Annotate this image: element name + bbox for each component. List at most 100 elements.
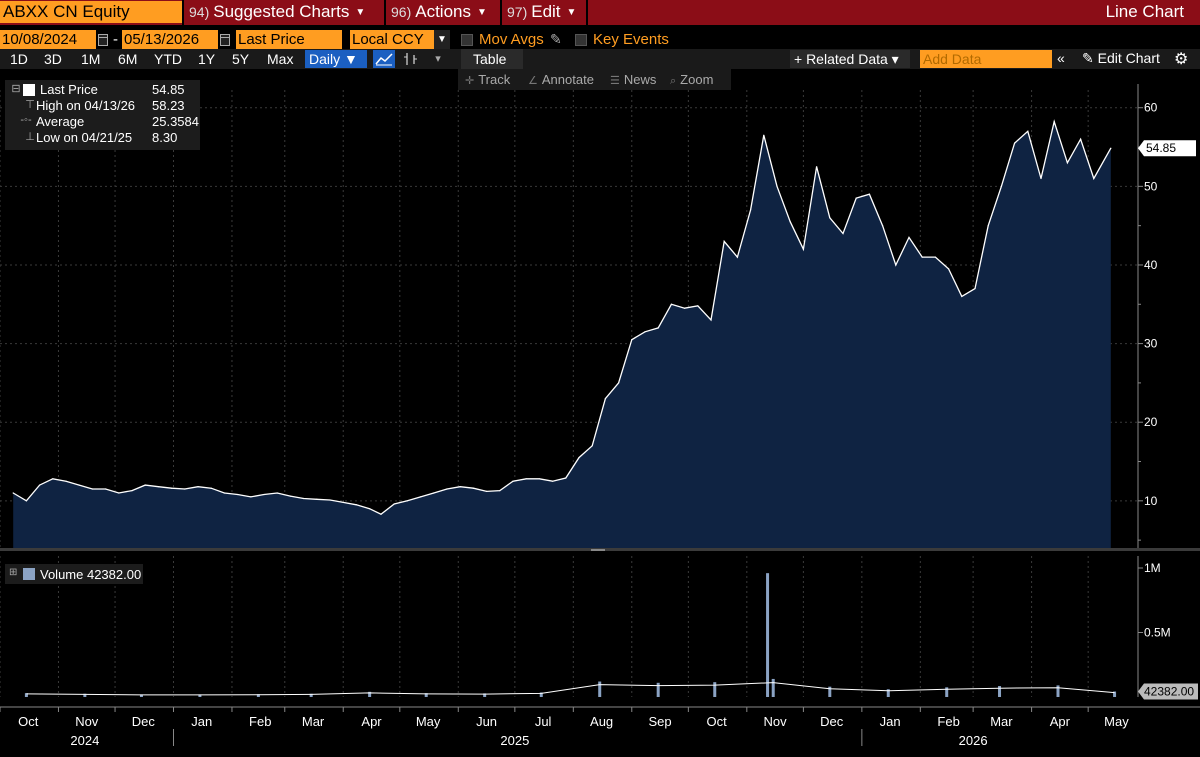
price-point (316, 498, 318, 500)
price-point (197, 486, 199, 488)
date-separator: - (113, 31, 118, 48)
ohlc-bars-icon[interactable] (400, 50, 422, 68)
price-point (210, 487, 212, 489)
menu-number: 94) (189, 4, 210, 20)
price-point (565, 477, 567, 479)
key-events-checkbox[interactable] (575, 34, 587, 46)
edit-menu[interactable]: 97) Edit ▼ (507, 1, 576, 23)
volume-legend[interactable]: ⊞ Volume 42382.00 (5, 564, 143, 584)
calendar-icon[interactable] (220, 34, 230, 46)
price-point (105, 488, 107, 490)
price-point (1110, 147, 1112, 149)
x-tick-label: Jan (880, 714, 901, 729)
edit-chart-button[interactable]: ✎ Edit Chart (1082, 50, 1160, 66)
y-tick-label: 30 (1144, 337, 1158, 351)
price-point (525, 478, 527, 480)
price-point (736, 256, 738, 258)
legend-label: High on 04/13/26 (36, 98, 136, 113)
expand-icon[interactable]: ⊞ (9, 567, 18, 578)
low-marker-icon: ⊥ (25, 131, 35, 143)
price-point (157, 486, 160, 488)
price-point (604, 398, 606, 400)
range-1m-button[interactable]: 1M (81, 51, 101, 67)
volume-bar (766, 573, 770, 697)
menu-label: Edit (531, 2, 561, 21)
price-point (868, 193, 871, 195)
annotate-tool[interactable]: ∠ Annotate (528, 72, 594, 87)
price-point (617, 382, 620, 384)
currency-select[interactable]: Local CCY (350, 30, 434, 50)
series-swatch (23, 568, 35, 580)
line-chart-icon[interactable] (373, 50, 395, 68)
price-point (763, 134, 765, 136)
year-label: 2026 (959, 733, 988, 748)
expand-icon[interactable]: ⊟ (11, 83, 21, 95)
volume-tick-label: 0.5M (1144, 626, 1171, 640)
price-point (52, 478, 54, 480)
x-tick-label: Nov (764, 714, 788, 729)
price-point (631, 339, 633, 341)
volume-bar (945, 687, 949, 697)
security-input[interactable]: ABXX CN Equity (0, 1, 182, 23)
news-tool[interactable]: ☰ News (610, 72, 656, 87)
volume-bar (139, 694, 143, 697)
frequency-select[interactable]: Daily ▼ (305, 50, 367, 68)
add-data-input[interactable]: Add Data (920, 50, 1052, 68)
price-point (39, 484, 41, 486)
table-button[interactable]: Table (461, 49, 523, 69)
y-tick-label: 60 (1144, 101, 1158, 115)
price-field-select[interactable]: Last Price (236, 30, 342, 50)
pencil-icon[interactable]: ✎ (550, 31, 562, 47)
start-date-input[interactable]: 10/08/2024 (0, 30, 96, 50)
legend-average: -◦- Average 25.3584 (5, 114, 200, 130)
key-events-label: Key Events (593, 31, 669, 48)
series-swatch (23, 84, 35, 96)
price-point (1066, 162, 1069, 164)
price-point (802, 248, 804, 250)
x-tick-label: Apr (1050, 714, 1071, 729)
price-point (670, 303, 672, 305)
price-point (1027, 130, 1029, 132)
price-point (776, 185, 778, 187)
range-1y-button[interactable]: 1Y (198, 51, 216, 67)
x-tick-label: May (1104, 714, 1129, 729)
range-3d-button[interactable]: 3D (44, 51, 62, 67)
collapse-icon[interactable]: « (1057, 50, 1065, 66)
calendar-icon[interactable] (98, 34, 108, 46)
x-tick-label: Nov (75, 714, 99, 729)
range-6m-button[interactable]: 6M (118, 51, 138, 67)
related-data-button[interactable]: + Related Data ▾ (790, 50, 910, 68)
range-1d-button[interactable]: 1D (10, 51, 28, 67)
range-max-button[interactable]: Max (267, 51, 294, 67)
price-point (263, 493, 265, 496)
legend-last-price[interactable]: ⊟ Last Price 54.85 (5, 82, 200, 98)
caret-down-icon[interactable]: ▼ (434, 30, 450, 50)
price-point (512, 480, 514, 482)
price-point (65, 480, 67, 482)
price-point (171, 487, 173, 489)
price-area-fill (13, 121, 1111, 548)
price-point (683, 307, 686, 309)
last-volume-tag-label: 42382.00 (1144, 685, 1194, 699)
price-point (223, 492, 226, 494)
chart-style-dropdown-icon[interactable]: ▾ (435, 53, 441, 65)
legend-low: ⊥ Low on 04/21/25 8.30 (5, 130, 200, 146)
price-point (948, 268, 950, 270)
actions-menu[interactable]: 96) Actions ▼ (391, 1, 487, 23)
price-point (131, 490, 133, 492)
range-ytd-button[interactable]: YTD (154, 51, 182, 67)
price-point (1000, 185, 1003, 187)
price-point (1080, 138, 1082, 140)
mov-avgs-checkbox[interactable] (461, 34, 473, 46)
suggested-charts-menu[interactable]: 94) Suggested Charts ▼ (189, 1, 365, 23)
track-tool[interactable]: ✛ Track (465, 72, 510, 87)
price-point (446, 488, 448, 490)
legend-label: Average (36, 114, 85, 129)
volume-bar (656, 682, 660, 697)
gear-icon[interactable]: ⚙ (1174, 51, 1189, 68)
price-point (697, 305, 699, 307)
end-date-input[interactable]: 05/13/2026 (122, 30, 218, 50)
zoom-tool[interactable]: ⌕ Zoom (670, 72, 713, 88)
range-5y-button[interactable]: 5Y (232, 51, 250, 67)
